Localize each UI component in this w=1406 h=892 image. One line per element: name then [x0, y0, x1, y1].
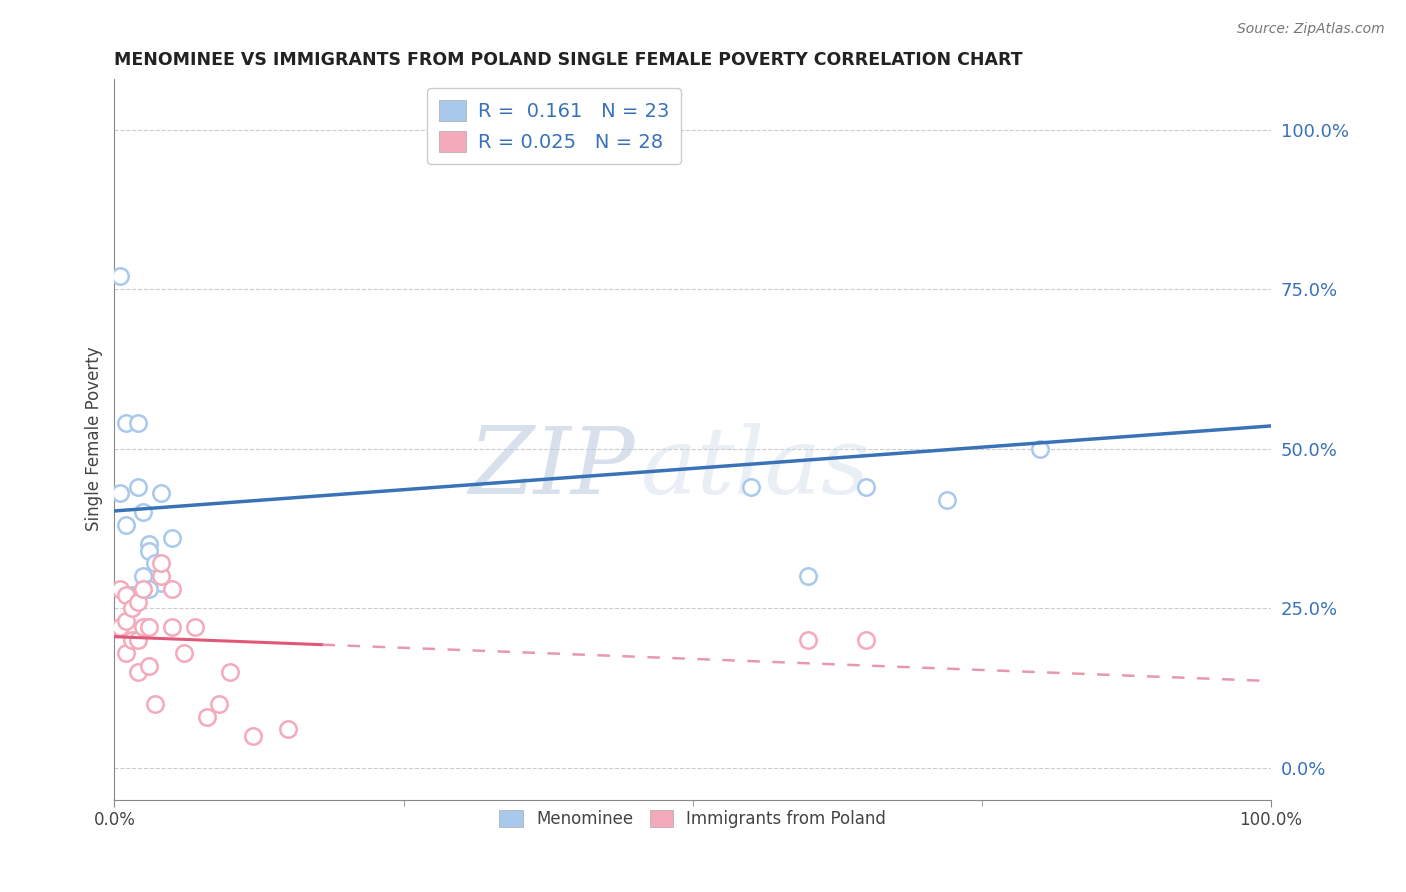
- Point: [115, 614, 138, 628]
- Point: [115, 518, 138, 533]
- Legend: Menominee, Immigrants from Poland: Menominee, Immigrants from Poland: [492, 803, 893, 834]
- Point: [138, 537, 160, 551]
- Point: [132, 569, 155, 583]
- Point: [138, 543, 160, 558]
- Text: Source: ZipAtlas.com: Source: ZipAtlas.com: [1237, 22, 1385, 37]
- Text: ZIP: ZIP: [468, 423, 636, 513]
- Point: [1029, 442, 1052, 456]
- Point: [855, 633, 877, 648]
- Point: [149, 486, 172, 500]
- Point: [195, 709, 218, 723]
- Point: [184, 620, 207, 634]
- Point: [855, 480, 877, 494]
- Point: [149, 575, 172, 590]
- Point: [132, 505, 155, 519]
- Point: [162, 582, 184, 596]
- Point: [108, 269, 131, 284]
- Point: [127, 595, 149, 609]
- Point: [143, 697, 166, 711]
- Point: [108, 486, 131, 500]
- Point: [127, 633, 149, 648]
- Point: [242, 729, 264, 743]
- Point: [115, 588, 138, 602]
- Point: [624, 122, 647, 136]
- Point: [740, 480, 762, 494]
- Point: [162, 620, 184, 634]
- Point: [797, 633, 820, 648]
- Point: [936, 492, 959, 507]
- Point: [173, 646, 195, 660]
- Point: [127, 416, 149, 430]
- Point: [108, 582, 131, 596]
- Point: [132, 582, 155, 596]
- Text: atlas: atlas: [641, 423, 870, 513]
- Point: [797, 569, 820, 583]
- Point: [127, 665, 149, 679]
- Point: [207, 697, 229, 711]
- Point: [115, 416, 138, 430]
- Point: [132, 620, 155, 634]
- Point: [115, 646, 138, 660]
- Point: [121, 633, 143, 648]
- Y-axis label: Single Female Poverty: Single Female Poverty: [86, 347, 103, 532]
- Point: [138, 620, 160, 634]
- Point: [219, 665, 242, 679]
- Point: [138, 658, 160, 673]
- Point: [138, 582, 160, 596]
- Point: [127, 588, 149, 602]
- Point: [277, 723, 299, 737]
- Point: [127, 480, 149, 494]
- Point: [121, 588, 143, 602]
- Point: [149, 569, 172, 583]
- Point: [121, 601, 143, 615]
- Point: [162, 531, 184, 545]
- Point: [143, 557, 166, 571]
- Point: [108, 620, 131, 634]
- Text: MENOMINEE VS IMMIGRANTS FROM POLAND SINGLE FEMALE POVERTY CORRELATION CHART: MENOMINEE VS IMMIGRANTS FROM POLAND SING…: [114, 51, 1024, 69]
- Point: [149, 557, 172, 571]
